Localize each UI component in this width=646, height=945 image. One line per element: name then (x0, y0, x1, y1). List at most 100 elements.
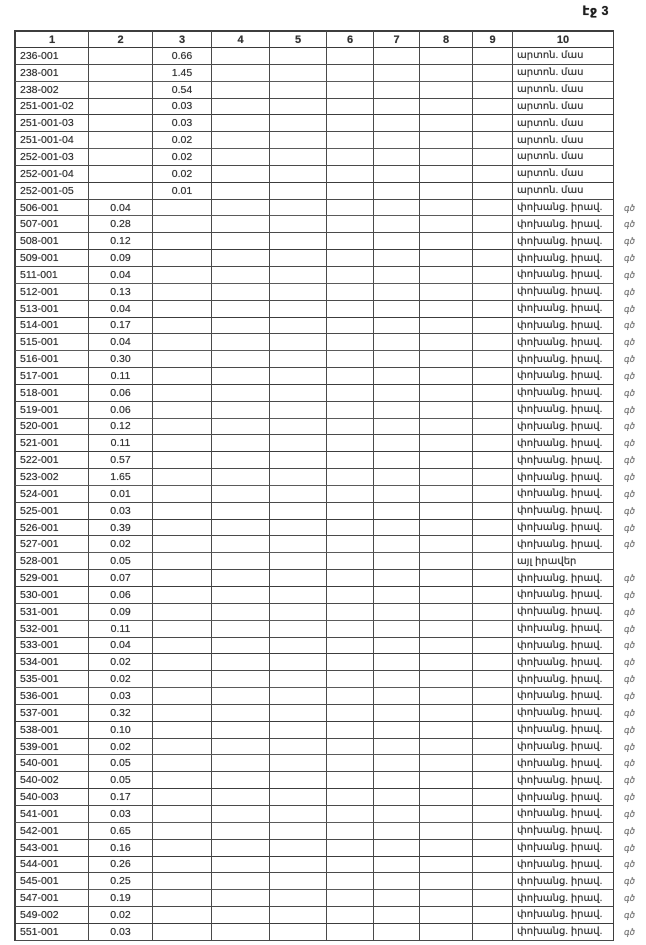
cell-col3-amount (153, 923, 212, 941)
margin-annotation: գծ (624, 825, 635, 836)
cell-col9-empty (473, 418, 513, 436)
cell-right-category: փոխանց. իրավ. (513, 789, 614, 806)
table-row: 521-001 0.11 փոխանց. իրավ. գծ (14, 435, 644, 453)
cell-col4-empty (212, 839, 270, 857)
cell-col8-empty (420, 317, 473, 335)
cell-col5-empty (270, 671, 327, 689)
cell-col2-amount (89, 64, 153, 82)
cell-col4-empty (212, 890, 270, 908)
cell-col4-empty (212, 401, 270, 419)
cell-col6-empty (327, 772, 374, 790)
cell-right-category: փոխանց. իրավ. (513, 384, 614, 402)
cell-col2-amount: 0.06 (89, 401, 153, 419)
cell-col3-amount: 0.03 (153, 98, 212, 116)
cell-col6-empty (327, 199, 374, 217)
cell-col8-empty (420, 671, 473, 689)
cell-col7-empty (374, 654, 420, 672)
cell-right-category: արտոն. մաս (513, 64, 614, 82)
cell-col8-empty (420, 654, 473, 672)
cell-col8-empty (420, 637, 473, 655)
cell-col9-empty (473, 873, 513, 891)
cell-right-category: փոխանց. իրավ. (513, 317, 614, 335)
cell-col4-empty (212, 418, 270, 436)
cell-col5-empty (270, 620, 327, 638)
cell-right-category: արտոն. մաս (513, 132, 614, 150)
cell-col2-amount (89, 81, 153, 99)
cell-code: 518-001 (14, 384, 89, 402)
cell-col8-empty (420, 115, 473, 133)
cell-col2-amount: 0.10 (89, 721, 153, 739)
cell-col8-empty (420, 519, 473, 537)
table-row: 517-001 0.11 փոխանց. իրավ. գծ (14, 368, 644, 385)
cell-code: 530-001 (14, 587, 89, 604)
cell-code: 507-001 (14, 216, 89, 234)
cell-col8-empty (420, 368, 473, 385)
cell-col3-amount: 0.02 (153, 149, 212, 166)
margin-annotation: գծ (624, 202, 635, 213)
table-row: 535-001 0.02 փոխանց. իրավ. գծ (14, 671, 644, 689)
table-row: 533-001 0.04 փոխանց. իրավ. գծ (14, 637, 644, 655)
cell-right-category: փոխանց. իրավ. (513, 435, 614, 453)
cell-col7-empty (374, 250, 420, 267)
cell-right-category: փոխանց. իրավ. (513, 250, 614, 267)
cell-code: 517-001 (14, 368, 89, 385)
cell-col7-empty (374, 435, 420, 453)
cell-col6-empty (327, 637, 374, 655)
cell-col4-empty (212, 216, 270, 234)
cell-col5-empty (270, 519, 327, 537)
cell-col9-empty (473, 603, 513, 621)
cell-col7-empty (374, 721, 420, 739)
table-row: 530-001 0.06 փոխանց. իրավ. գծ (14, 587, 644, 604)
cell-col2-amount: 0.03 (89, 688, 153, 705)
cell-col5-empty (270, 81, 327, 99)
cell-code: 538-001 (14, 721, 89, 739)
cell-col8-empty (420, 81, 473, 99)
cell-col8-empty (420, 401, 473, 419)
column-header-6: 6 (327, 30, 374, 48)
margin-annotation: գծ (624, 724, 635, 735)
cell-code: 551-001 (14, 923, 89, 941)
cell-col2-amount: 0.25 (89, 873, 153, 891)
cell-col8-empty (420, 435, 473, 453)
cell-col4-empty (212, 48, 270, 65)
cell-col4-empty (212, 199, 270, 217)
cell-col3-amount (153, 772, 212, 790)
cell-right-category: փոխանց. իրավ. (513, 587, 614, 604)
cell-col7-empty (374, 704, 420, 722)
cell-col9-empty (473, 890, 513, 908)
cell-col4-empty (212, 772, 270, 790)
cell-col4-empty (212, 250, 270, 267)
cell-col5-empty (270, 48, 327, 65)
cell-col3-amount (153, 805, 212, 823)
cell-col8-empty (420, 384, 473, 402)
cell-code: 523-002 (14, 469, 89, 486)
cell-col8-empty (420, 165, 473, 183)
cell-col8-empty (420, 266, 473, 284)
margin-annotation: գծ (624, 253, 635, 264)
table-row: 252-001-03 0.02 արտոն. մաս (14, 149, 644, 166)
margin-annotation: գծ (624, 893, 635, 904)
margin-annotation: գծ (624, 606, 635, 617)
cell-col7-empty (374, 368, 420, 385)
cell-col6-empty (327, 469, 374, 486)
cell-code: 514-001 (14, 317, 89, 335)
cell-col5-empty (270, 300, 327, 318)
cell-col5-empty (270, 132, 327, 150)
cell-col2-amount: 0.11 (89, 368, 153, 385)
cell-col7-empty (374, 856, 420, 874)
cell-col4-empty (212, 704, 270, 722)
cell-col3-amount (153, 216, 212, 234)
cell-col7-empty (374, 519, 420, 537)
cell-col6-empty (327, 890, 374, 908)
cell-col8-empty (420, 48, 473, 65)
cell-right-category: փոխանց. իրավ. (513, 452, 614, 470)
cell-col8-empty (420, 182, 473, 200)
cell-right-category: փոխանց. իրավ. (513, 907, 614, 924)
cell-col5-empty (270, 738, 327, 756)
cell-col2-amount: 0.57 (89, 452, 153, 470)
table-row: 540-001 0.05 փոխանց. իրավ. գծ (14, 755, 644, 773)
cell-col6-empty (327, 98, 374, 116)
cell-col8-empty (420, 64, 473, 82)
cell-right-category: փոխանց. իրավ. (513, 704, 614, 722)
cell-col9-empty (473, 570, 513, 587)
